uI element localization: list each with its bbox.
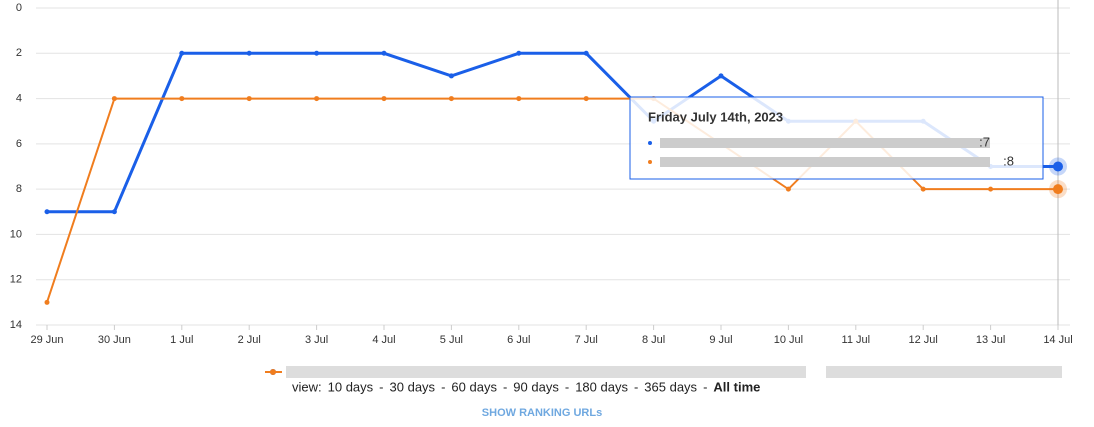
x-tick-label: 12 Jul — [909, 334, 938, 346]
x-tick-label: 1 Jul — [170, 334, 193, 346]
x-tick-label: 10 Jul — [774, 334, 803, 346]
redacted-name — [286, 366, 806, 378]
point — [718, 73, 724, 79]
point — [1053, 161, 1063, 172]
point — [44, 209, 50, 215]
point — [381, 50, 387, 56]
point — [314, 50, 320, 56]
x-tick-label: 6 Jul — [507, 334, 530, 346]
view-option[interactable]: 60 days — [451, 379, 497, 394]
separator: - — [634, 379, 638, 394]
tooltip: Friday July 14th, 2023 :7 :8 — [629, 96, 1044, 180]
point — [381, 96, 387, 102]
tooltip-marker — [648, 160, 652, 164]
x-tick-label: 29 Jun — [30, 334, 63, 346]
redacted-name — [826, 366, 1062, 378]
x-tick-label: 9 Jul — [709, 334, 732, 346]
y-tick-label: 10 — [10, 228, 22, 240]
show-urls-link[interactable]: SHOW RANKING URLs — [482, 407, 602, 419]
x-tick-label: 3 Jul — [305, 334, 328, 346]
point — [516, 96, 522, 102]
x-tick-label: 2 Jul — [238, 334, 261, 346]
point — [246, 96, 252, 102]
view-option[interactable]: 90 days — [513, 379, 559, 394]
point — [179, 50, 185, 56]
view-option[interactable]: 365 days — [644, 379, 697, 394]
y-tick-label: 6 — [16, 138, 22, 150]
view-option[interactable]: 30 days — [390, 379, 436, 394]
x-tick-label: 14 Jul — [1043, 334, 1072, 346]
redacted-name — [660, 138, 990, 148]
tooltip-title: Friday July 14th, 2023 — [648, 109, 783, 124]
y-tick-label: 12 — [10, 274, 22, 286]
x-tick-label: 4 Jul — [372, 334, 395, 346]
separator: - — [441, 379, 445, 394]
point — [448, 96, 454, 102]
point — [583, 96, 589, 102]
legend-marker — [270, 369, 276, 375]
point — [448, 73, 454, 79]
view-label: view: — [292, 379, 322, 394]
tooltip-value: :8 — [1003, 153, 1014, 168]
point — [1053, 184, 1063, 195]
view-option[interactable]: 10 days — [328, 379, 374, 394]
separator: - — [703, 379, 707, 394]
point — [44, 299, 50, 305]
point — [246, 50, 252, 56]
point — [920, 186, 926, 192]
point — [988, 186, 994, 192]
point — [516, 50, 522, 56]
point — [314, 96, 320, 102]
y-tick-label: 8 — [16, 183, 22, 195]
point — [111, 209, 117, 215]
x-tick-label: 13 Jul — [976, 334, 1005, 346]
point — [179, 96, 185, 102]
x-tick-label: 5 Jul — [440, 334, 463, 346]
x-tick-label: 11 Jul — [842, 334, 871, 346]
y-tick-label: 0 — [16, 2, 22, 14]
view-option[interactable]: All time — [713, 379, 760, 394]
view-option[interactable]: 180 days — [575, 379, 628, 394]
point — [583, 50, 589, 56]
x-tick-label: 7 Jul — [575, 334, 598, 346]
x-tick-label: 30 Jun — [98, 334, 131, 346]
tooltip-value: :7 — [979, 134, 990, 149]
redacted-name — [660, 157, 990, 167]
tooltip-marker — [648, 141, 652, 145]
y-tick-label: 4 — [16, 92, 22, 104]
y-tick-label: 2 — [16, 47, 22, 59]
x-tick-label: 8 Jul — [642, 334, 665, 346]
separator: - — [379, 379, 383, 394]
point — [111, 96, 117, 102]
separator: - — [565, 379, 569, 394]
separator: - — [503, 379, 507, 394]
point — [785, 186, 791, 192]
y-tick-label: 14 — [10, 319, 22, 331]
